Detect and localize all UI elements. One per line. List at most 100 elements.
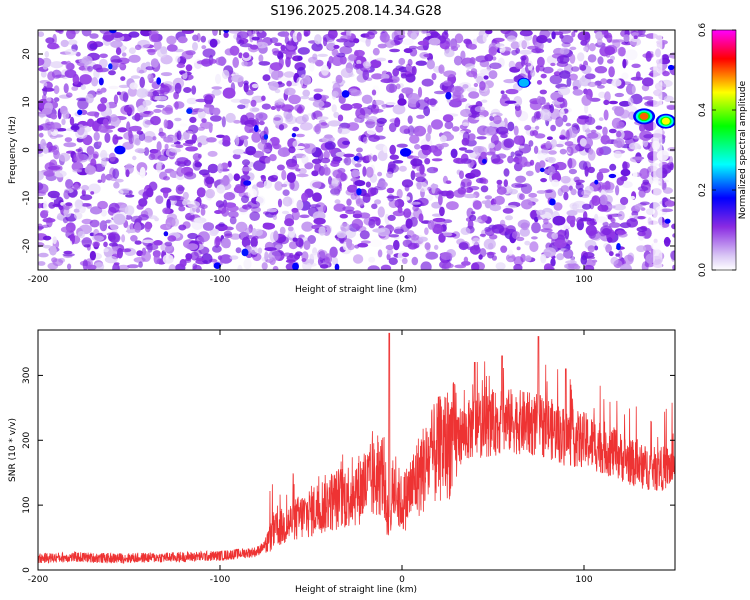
heatmap-cell <box>251 30 256 35</box>
heatmap-cell <box>103 31 114 42</box>
heatmap-cell <box>395 83 401 90</box>
snr-series-line <box>38 332 675 564</box>
y-tick-label: 100 <box>22 496 32 513</box>
heatmap-cell <box>268 250 281 261</box>
heatmap-cell <box>344 156 352 166</box>
heatmap-cell <box>360 240 371 244</box>
heatmap-cell <box>633 35 638 39</box>
heatmap-cell <box>317 116 329 120</box>
heatmap-cell <box>278 124 285 131</box>
heatmap-cell <box>130 235 138 242</box>
heatmap-cell <box>292 237 298 242</box>
heatmap-cell <box>229 233 241 240</box>
heatmap-cell <box>642 179 650 186</box>
heatmap-cell <box>191 85 197 95</box>
heatmap-cell <box>550 139 558 148</box>
heatmap-cell <box>503 79 516 84</box>
heatmap-cell <box>365 166 374 178</box>
heatmap-cell <box>179 259 187 268</box>
heatmap-cell <box>176 130 182 141</box>
colorbar-label: Normalized spectral amplitude <box>738 80 748 219</box>
heatmap-cell <box>227 205 239 212</box>
heatmap-cell <box>277 70 284 78</box>
heatmap-cell <box>238 52 243 59</box>
y-tick-label: 300 <box>22 367 32 384</box>
heatmap-cell <box>595 31 604 41</box>
heatmap-cell <box>136 88 149 98</box>
heatmap-cell <box>60 39 69 48</box>
heatmap-cell <box>668 52 675 59</box>
heatmap-cell <box>276 164 285 171</box>
heatmap-cell <box>550 124 556 132</box>
heatmap-cell <box>324 141 336 150</box>
heatmap-cell <box>491 224 505 234</box>
heatmap-cell <box>538 160 546 169</box>
heatmap-cell <box>608 100 618 105</box>
heatmap-cell <box>594 66 608 74</box>
heatmap-cell <box>577 52 585 62</box>
heatmap-cell <box>38 261 46 266</box>
heatmap-cell <box>663 95 674 103</box>
heatmap-cell <box>346 238 353 249</box>
heatmap-cell <box>606 138 612 145</box>
heatmap-cell <box>76 97 89 102</box>
heatmap-cell <box>326 39 336 51</box>
heatmap-cell <box>243 80 249 86</box>
heatmap-cell <box>164 241 173 247</box>
heatmap-cell <box>601 30 608 36</box>
heatmap-cell <box>636 226 648 232</box>
heatmap-cell <box>38 191 47 197</box>
heatmap-cell <box>69 116 75 126</box>
heatmap-cell <box>174 82 182 94</box>
heatmap-cell <box>278 50 284 55</box>
heatmap-cell <box>536 209 546 216</box>
heatmap-cell <box>550 258 556 267</box>
heatmap-cell <box>187 232 198 240</box>
heatmap-cell <box>560 185 570 194</box>
heatmap-cell <box>596 38 603 46</box>
heatmap-cell <box>525 62 532 67</box>
heatmap-cell <box>348 54 357 61</box>
heatmap-cell <box>221 69 230 80</box>
heatmap-cell <box>642 77 654 87</box>
heatmap-cell <box>481 99 488 103</box>
heatmap-cell <box>121 52 127 57</box>
heatmap-cell <box>46 97 52 102</box>
heatmap-cell <box>73 208 80 213</box>
heatmap-cell <box>427 186 432 191</box>
snr-y-ticks: 300 200 100 0 <box>22 367 675 573</box>
heatmap-cell <box>432 223 444 235</box>
heatmap-cell <box>517 145 525 149</box>
heatmap-cell <box>239 98 251 105</box>
heatmap-cell <box>377 227 391 237</box>
heatmap-cell <box>317 249 326 260</box>
heatmap-cell <box>138 198 148 207</box>
heatmap-cell <box>297 47 310 55</box>
heatmap-cell <box>241 166 252 172</box>
heatmap-cell <box>500 30 511 35</box>
chart-title: S196.2025.208.14.34.G28 <box>270 4 441 19</box>
y-tick-label: 0 <box>22 147 32 153</box>
heatmap-cell <box>241 248 249 257</box>
heatmap-cell <box>331 104 337 113</box>
heatmap-cell <box>154 217 160 222</box>
heatmap-cell <box>219 254 233 264</box>
heatmap-cell <box>331 178 340 187</box>
heatmap-cell <box>393 239 400 251</box>
heatmap-cell <box>594 245 599 251</box>
heatmap-cell <box>335 151 346 157</box>
heatmap-cell <box>480 151 487 158</box>
heatmap-cell <box>301 192 309 202</box>
heatmap-cell <box>150 58 159 68</box>
heatmap-cell <box>103 248 109 253</box>
heatmap-cell <box>417 197 429 207</box>
heatmap-cell <box>122 141 134 150</box>
heatmap-cell <box>513 125 519 136</box>
heatmap-cell <box>138 261 143 268</box>
heatmap-cell <box>578 63 584 71</box>
heatmap-cell <box>341 90 350 98</box>
heatmap-cell <box>552 215 566 226</box>
heatmap-cell <box>598 168 610 174</box>
heatmap-cell <box>100 209 107 217</box>
heatmap-cell <box>531 115 536 123</box>
